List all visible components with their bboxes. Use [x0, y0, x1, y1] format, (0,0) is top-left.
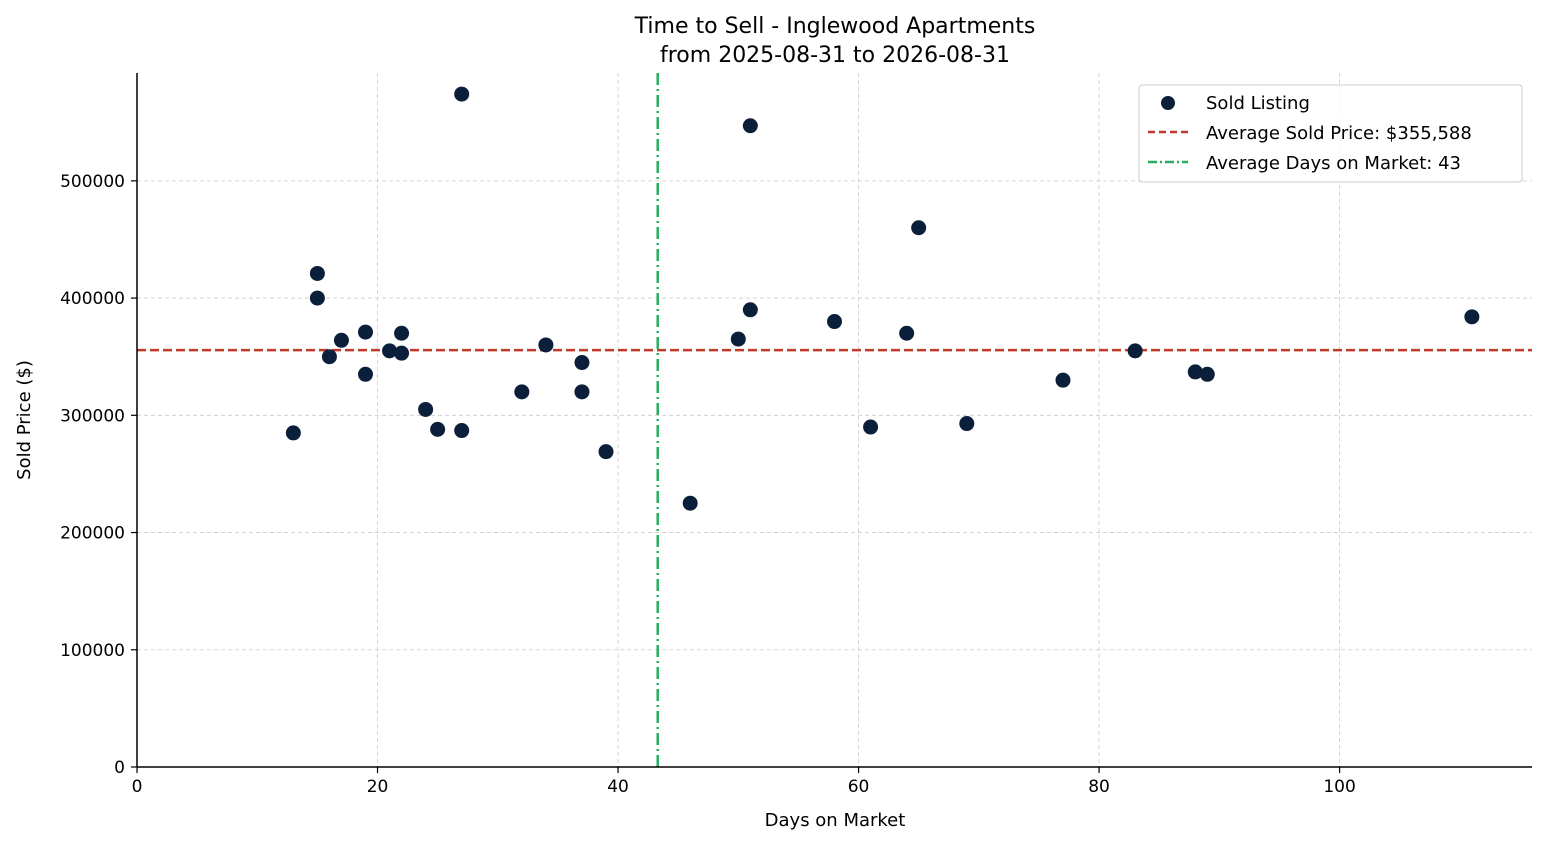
y-tick-label: 300000	[60, 406, 125, 426]
legend-label-average-price: Average Sold Price: $355,588	[1206, 123, 1472, 144]
data-points	[285, 86, 1480, 511]
y-axis-label: Sold Price ($)	[14, 360, 35, 480]
legend-label-sold-listing: Sold Listing	[1206, 93, 1310, 114]
data-point	[911, 220, 927, 236]
x-tick-label: 80	[1088, 777, 1110, 797]
axes	[136, 73, 1532, 768]
data-point	[430, 421, 446, 437]
data-point	[454, 86, 470, 102]
reference-lines	[137, 73, 1532, 767]
data-point	[418, 401, 434, 417]
data-point	[538, 337, 554, 353]
data-point	[1055, 372, 1071, 388]
data-point	[598, 444, 614, 460]
y-tick-label: 500000	[60, 172, 125, 192]
data-point	[1127, 343, 1143, 359]
y-tick-label: 400000	[60, 289, 125, 309]
legend: Sold Listing Average Sold Price: $355,58…	[1138, 84, 1523, 183]
ticks: 0 20 40 60 80 100 0 100000 200000 300000 400000 500…	[60, 172, 1356, 797]
data-point	[827, 314, 842, 330]
data-point	[742, 302, 758, 318]
data-point	[357, 366, 373, 382]
data-point	[394, 325, 410, 341]
data-point	[309, 290, 325, 306]
data-point	[285, 425, 301, 441]
y-tick-label: 0	[114, 758, 125, 778]
legend-box	[1138, 84, 1523, 183]
data-point	[1199, 366, 1215, 382]
x-tick-label: 20	[367, 777, 389, 797]
data-point	[394, 345, 410, 361]
x-axis-label: Days on Market	[765, 810, 906, 831]
data-point	[321, 349, 337, 365]
data-point	[514, 384, 530, 400]
x-tick-label: 60	[848, 777, 870, 797]
y-tick-label: 200000	[60, 524, 125, 544]
data-point	[682, 495, 698, 511]
data-point	[959, 416, 975, 432]
legend-label-average-days: Average Days on Market: 43	[1206, 153, 1461, 174]
chart-title: Time to Sell - Inglewood Apartments	[634, 14, 1036, 39]
data-point	[1464, 309, 1480, 325]
data-point	[574, 355, 590, 371]
data-point	[357, 324, 373, 340]
data-point	[454, 423, 470, 439]
legend-marker-sold-listing	[1161, 96, 1175, 110]
x-tick-label: 40	[607, 777, 629, 797]
data-point	[730, 331, 746, 347]
chart-subtitle: from 2025-08-31 to 2026-08-31	[660, 43, 1010, 68]
data-point	[574, 384, 590, 400]
data-point	[742, 118, 758, 134]
data-point	[899, 325, 915, 341]
data-point	[863, 419, 879, 435]
data-point	[382, 343, 398, 359]
x-tick-label: 0	[132, 777, 143, 797]
data-point	[1187, 364, 1203, 380]
x-tick-label: 100	[1323, 777, 1355, 797]
data-point	[309, 265, 325, 281]
y-tick-label: 100000	[60, 641, 125, 661]
data-point	[333, 332, 349, 348]
